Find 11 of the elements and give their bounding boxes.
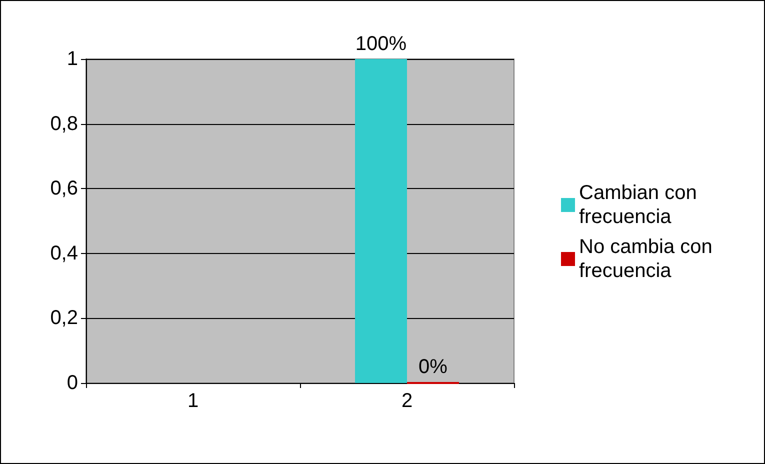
y-tick-label: 1 — [66, 48, 78, 70]
legend-label: Cambian con frecuencia — [579, 182, 702, 228]
y-tick-label: 0,2 — [50, 307, 78, 330]
legend-label: No cambia con frecuencia — [579, 236, 718, 282]
data-label: 100% — [355, 33, 407, 55]
y-tick-label: 0,6 — [50, 178, 78, 200]
y-tick-label: 0,8 — [50, 112, 78, 135]
y-tick-label: 0 — [66, 372, 78, 394]
data-label: 0% — [418, 356, 448, 378]
x-tick-label: 2 — [401, 390, 413, 412]
y-tick-label: 0,4 — [50, 242, 78, 264]
